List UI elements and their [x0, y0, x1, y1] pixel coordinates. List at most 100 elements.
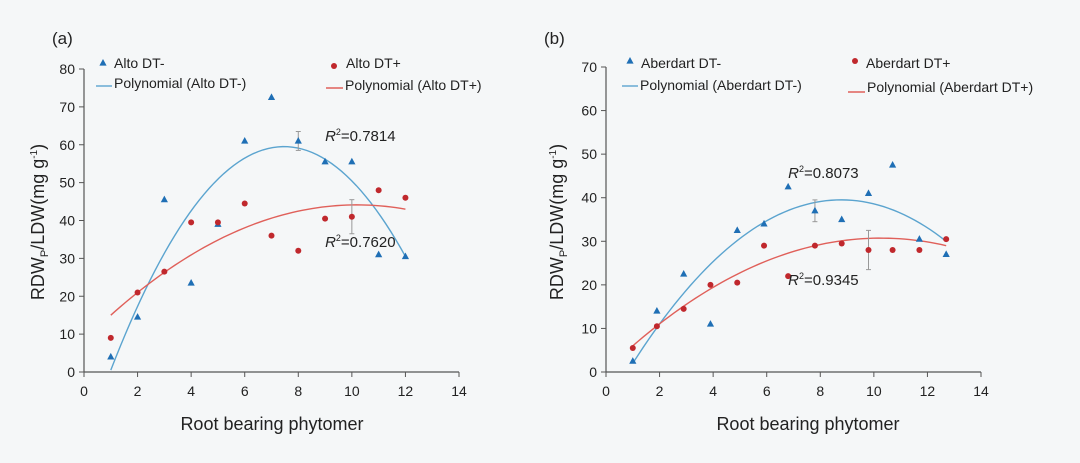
x-tick-label: 6: [763, 383, 771, 399]
data-point-dt-plus: [241, 200, 248, 207]
data-point-dt-plus: [134, 289, 141, 296]
y-tick-label: 0: [589, 364, 597, 380]
data-point-dt-minus: [680, 269, 688, 277]
x-tick-label: 10: [866, 383, 882, 399]
x-tick-label: 2: [656, 383, 664, 399]
data-point-dt-minus: [733, 226, 741, 233]
r-squared-value: =0.9345: [804, 272, 859, 289]
x-tick-label: 4: [709, 383, 717, 399]
r-squared-label: R2=0.8073: [788, 164, 859, 182]
y-tick-label: 70: [581, 59, 597, 75]
x-tick-label: 6: [241, 383, 249, 399]
x-axis-title: Root bearing phytomer: [180, 414, 363, 434]
data-point-dt-plus: [785, 273, 792, 280]
data-point-dt-plus: [943, 236, 950, 243]
data-point-dt-plus: [680, 305, 687, 312]
y-axis-title-end: ): [547, 144, 567, 150]
data-point-dt-plus: [889, 247, 896, 253]
y-axis-title: RDWP/LDW(mg g-1): [547, 144, 570, 300]
legend-label: Polynomial (Alto DT-): [114, 75, 246, 91]
y-tick-label: 20: [59, 288, 75, 304]
trendline-dt-plus: [632, 237, 947, 347]
data-point-dt-plus: [629, 345, 636, 352]
legend-label: Polynomial (Aberdart DT+): [867, 79, 1033, 95]
x-axis-title: Root bearing phytomer: [716, 414, 899, 434]
panel-b: (b) 0 10 20 30 40 50 60 70 0 2 4 6 8 10 12 14 Root bearin…: [544, 29, 1033, 434]
r-squared-symbol: R: [788, 272, 799, 289]
trendline-dt-minus: [632, 199, 947, 364]
trendline-dt-plus: [110, 204, 406, 316]
y-tick-label: 30: [59, 250, 75, 266]
y-axis-title-mid: /LDW(mg g: [28, 159, 48, 250]
y-axis-title-sub: P: [558, 250, 570, 257]
r-squared-exponent: 2: [336, 233, 341, 243]
y-tick-label: 50: [59, 175, 75, 191]
y-tick-label: 60: [581, 103, 597, 119]
data-point-dt-minus: [864, 189, 873, 196]
data-point-dt-plus: [865, 247, 872, 253]
legend-marker: [626, 57, 634, 64]
data-point-dt-plus: [402, 194, 409, 201]
data-point-dt-minus: [760, 219, 768, 227]
data-point-dt-minus: [838, 215, 846, 223]
data-point-dt-minus: [267, 93, 276, 101]
r-squared-label: R2=0.7620: [325, 233, 396, 251]
r-squared-symbol: R: [325, 128, 336, 145]
data-point-dt-plus: [161, 268, 168, 275]
data-point-dt-plus: [268, 232, 275, 239]
data-point-dt-plus: [214, 219, 221, 226]
data-point-dt-minus: [321, 157, 329, 165]
y-axis-title-sup: -1: [29, 149, 40, 158]
legend-label: Alto DT+: [346, 55, 401, 71]
r-squared-exponent: 2: [799, 271, 804, 281]
trendline-dt-minus: [110, 145, 407, 371]
r-squared-value: =0.7814: [341, 128, 396, 145]
data-point-dt-minus: [294, 136, 302, 144]
y-axis-title-end: ): [28, 144, 48, 150]
data-point-dt-plus: [707, 281, 714, 288]
data-point-dt-minus: [375, 250, 383, 258]
x-tick-label: 14: [973, 383, 989, 399]
data-point-dt-plus: [348, 213, 355, 220]
y-tick-label: 70: [59, 99, 75, 115]
x-tick-label: 0: [80, 383, 88, 399]
data-point-dt-minus: [348, 157, 356, 165]
y-tick-label: 40: [581, 190, 597, 206]
panel-label: (a): [52, 29, 73, 48]
r-squared-symbol: R: [325, 234, 336, 251]
data-point-dt-plus: [838, 240, 845, 247]
data-point-dt-minus: [133, 313, 142, 320]
data-point-dt-minus: [653, 307, 661, 314]
data-point-dt-plus: [188, 219, 195, 226]
x-tick-label: 12: [920, 383, 936, 399]
legend-label: Alto DT-: [114, 55, 165, 71]
r-squared-label: R2=0.9345: [788, 271, 859, 289]
y-tick-label: 60: [59, 137, 75, 153]
data-point-dt-minus: [160, 195, 168, 203]
y-tick-label: 80: [59, 61, 75, 77]
data-point-dt-minus: [107, 352, 115, 360]
legend-label: Aberdart DT+: [866, 55, 950, 71]
data-point-dt-plus: [761, 242, 768, 249]
y-tick-label: 30: [581, 233, 597, 249]
data-point-dt-minus: [401, 252, 410, 260]
y-axis-title-main: RDW: [28, 257, 48, 300]
legend-label: Aberdart DT-: [641, 55, 721, 71]
data-point-dt-plus: [107, 334, 114, 341]
data-point-dt-minus: [187, 278, 195, 286]
legend-label: Polynomial (Aberdart DT-): [640, 77, 802, 93]
panel-label: (b): [544, 29, 565, 48]
y-tick-label: 20: [581, 277, 597, 293]
r-squared-exponent: 2: [799, 164, 804, 174]
data-point-dt-plus: [734, 279, 741, 286]
y-axis-title-sub: P: [39, 250, 51, 257]
x-tick-label: 2: [134, 383, 142, 399]
data-point-dt-plus: [322, 215, 329, 222]
x-tick-label: 12: [398, 383, 414, 399]
y-tick-label: 40: [59, 213, 75, 229]
data-point-dt-minus: [915, 235, 923, 242]
r-squared-value: =0.8073: [804, 165, 859, 182]
panel-a: (a) 0 10 20 30 40 50 60 70 80 0 2 4 6 8 10 12 14 Root bear…: [28, 29, 482, 434]
data-point-dt-plus: [653, 323, 660, 330]
x-tick-label: 4: [187, 383, 195, 399]
